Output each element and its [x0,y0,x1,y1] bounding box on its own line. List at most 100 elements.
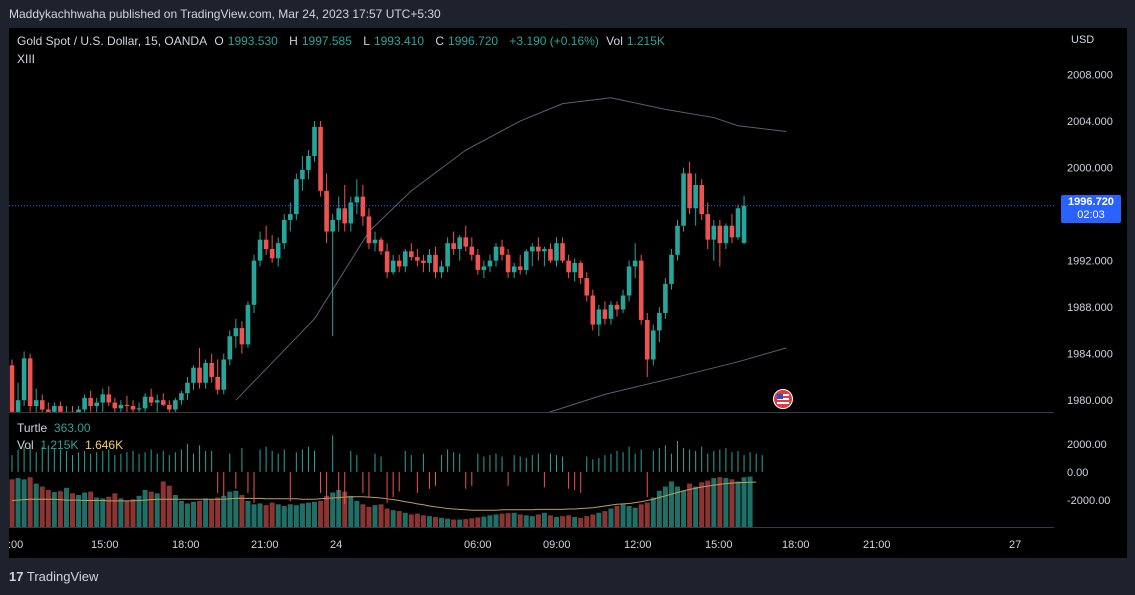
candle-body [675,225,680,255]
volume-bar [541,512,547,528]
candle-body [620,295,626,310]
close-value: 1996.720 [448,34,499,48]
candle-body [15,400,21,412]
candle-body [21,358,27,401]
candle-body [409,251,414,258]
sub-tick-label: 0.00 [1067,467,1088,479]
time-tick-label: 06:00 [464,539,492,551]
candle-body [197,367,202,383]
volume-bar [505,513,511,528]
volume-bar [21,479,27,528]
candle-body [608,304,614,319]
candle-body [741,205,747,243]
candle-body [58,406,63,412]
volume-bar [463,519,469,528]
price-tick-label: 1992.000 [1067,256,1113,268]
volume-bar [445,518,451,528]
candle-body [360,196,366,217]
volume-bar [687,483,693,528]
candle-body [560,243,565,261]
volume-bar [130,499,136,528]
volume-bar [475,517,481,528]
candle-body [705,214,711,240]
volume-bar [614,506,620,528]
time-tick-label: 21:00 [863,539,891,551]
candle-body [257,239,263,261]
volume-bar [45,489,51,528]
volume-bar [118,498,124,528]
candle-body [27,358,33,407]
volume-bar [9,479,15,528]
volume-bar [493,514,499,528]
candle-body [227,336,233,360]
candle-body [300,169,305,180]
volume-bar [318,500,324,528]
volume-bar [172,495,178,528]
candle-body [9,365,15,412]
brand-name: TradingView [26,569,99,584]
volume-bar [451,519,457,528]
candle-body [663,283,668,313]
candle-body [735,208,741,238]
time-tick-label: 21:00 [251,539,279,551]
candle-body [88,397,93,407]
volume-bar [481,516,487,528]
volume-bar [578,517,584,528]
volume-value: 1.215K [40,438,79,452]
volume-bar [354,500,360,528]
sub-tick-label: 2000.00 [1067,439,1107,451]
candle-body [651,330,656,360]
volume-bar [360,504,366,528]
currency-label[interactable]: USD [1071,34,1095,46]
volume-bar [269,502,275,528]
volume-bar [390,510,396,528]
candle-body [173,400,178,410]
candle-countdown: 02:03 [1077,209,1105,221]
volume-bar [63,487,69,528]
band-upper-line [235,97,787,401]
time-axis[interactable]: :00 15:00 18:00 21:00 24 06:00 09:00 12:00 15:00… [9,528,1127,558]
candle-body [46,409,51,412]
indicator-name[interactable]: XIII [17,52,36,66]
volume-bar [57,491,63,528]
candle-body [154,400,160,403]
volume-bar [717,477,723,528]
publisher-note: Maddykachhwaha published on TradingView.… [9,7,441,21]
symbol-title[interactable]: Gold Spot / U.S. Dollar, 15, OANDA [17,34,208,48]
candle-body [336,208,341,220]
volume-bar [324,495,330,528]
candle-body [638,260,644,320]
price-tick-label: 2008.000 [1067,70,1113,82]
volume-bar [741,477,747,528]
volume-bar [342,491,348,528]
candle-body [493,246,499,261]
volume-bar [233,490,239,528]
volume-bar [184,503,190,528]
volume-bar [523,515,529,528]
indicator-pane[interactable]: 2000.00 0.00 -2000.00 [9,413,1127,528]
chart-area[interactable]: 2008.000 2004.000 2000.000 1992.000 1988.000… [9,28,1127,558]
symbol-legend[interactable]: Gold Spot / U.S. Dollar, 15, OANDA O 1993… [17,34,673,48]
candle-body [82,397,87,410]
indicator-legend[interactable]: Turtle 363.00 Vol 1.215K 1.646K [17,420,123,454]
candle-body [481,266,487,270]
candle-body [281,219,287,244]
candle-body [160,400,166,405]
volume-bar [136,495,142,528]
volume-bar [408,514,414,528]
high-label: H [289,34,298,48]
candle-body [439,266,444,273]
us-flag-icon[interactable] [773,389,793,409]
candle-body [378,239,384,252]
volume-bar [554,517,559,528]
candle-body [554,243,559,261]
time-tick-label: 12:00 [624,539,652,551]
candle-body [124,404,130,407]
volume-bar [305,502,311,528]
volume-bar [668,481,674,528]
volume-bar [51,492,57,528]
candle-body [342,208,348,224]
price-pane[interactable]: 2008.000 2004.000 2000.000 1992.000 1988.000… [9,28,1127,413]
candle-body [306,155,311,170]
volume-bar [330,492,336,528]
